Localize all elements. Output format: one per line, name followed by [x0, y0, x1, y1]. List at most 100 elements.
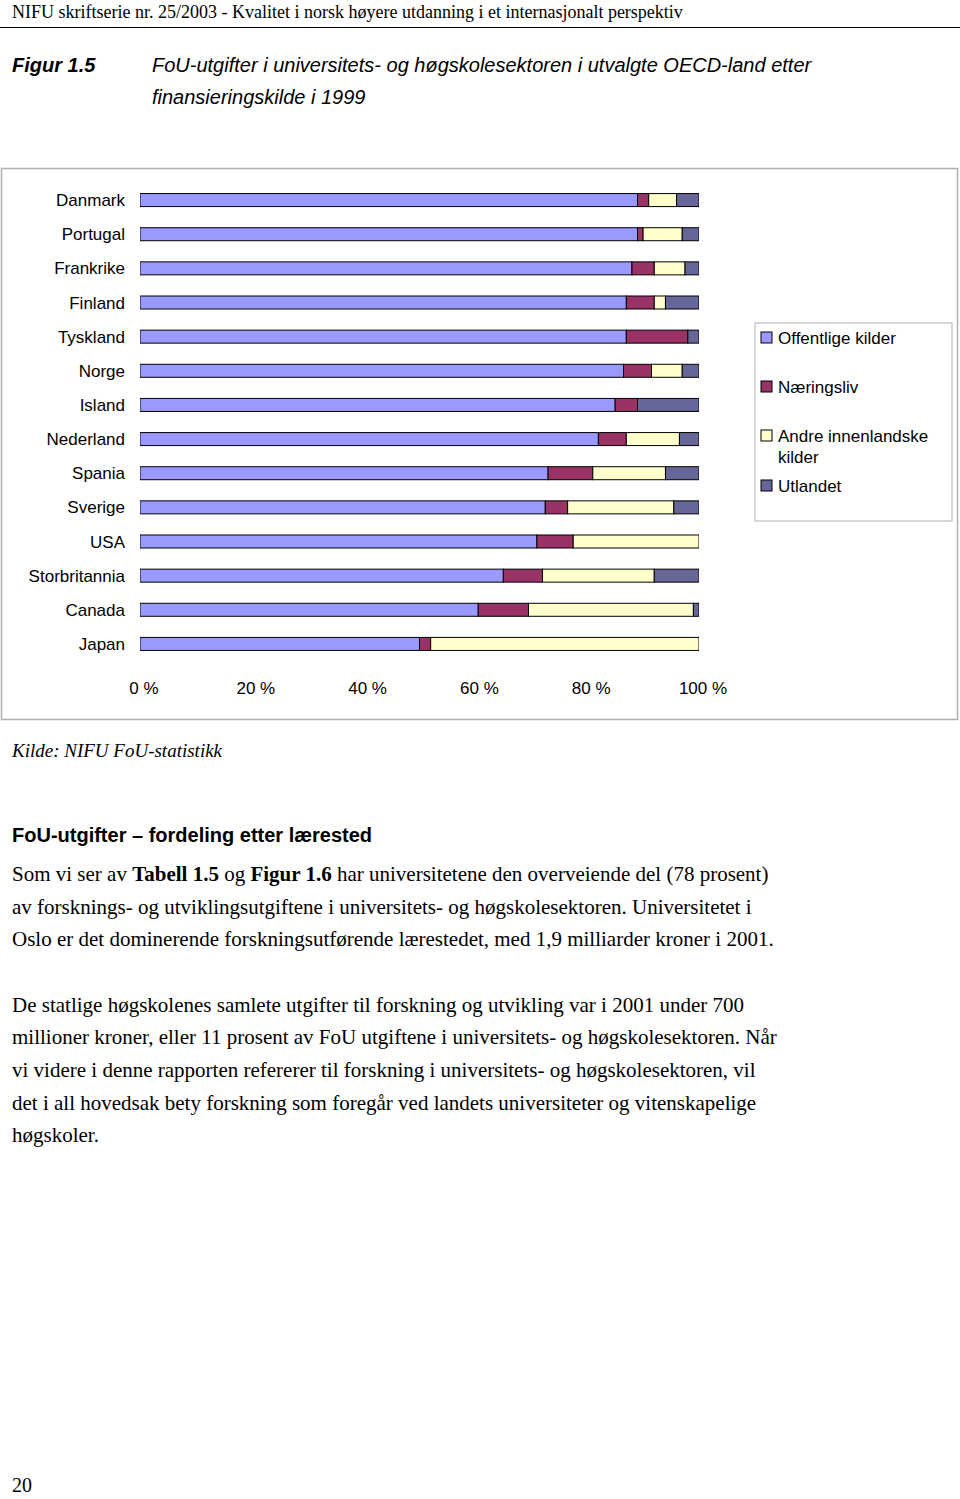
legend-line: Utlandet: [778, 477, 842, 496]
text-run: har universitetene den overveiende del (…: [332, 862, 769, 886]
header-rule: [0, 27, 960, 28]
tick-label: 20 %: [236, 679, 275, 698]
category-label: Japan: [79, 635, 125, 654]
legend-label: Næringsliv: [778, 378, 859, 397]
bar-segment: [685, 262, 699, 275]
bar-segment: [674, 501, 699, 514]
bar-segment: [624, 364, 652, 377]
legend-label: Offentlige kilder: [778, 329, 896, 348]
bar-segment: [665, 296, 699, 309]
legend: Offentlige kilder Næringsliv Andre innenla…: [755, 323, 952, 521]
category-label: Canada: [65, 601, 125, 620]
chart: DanmarkPortugalFrankrikeFinlandTysklandN…: [0, 0, 960, 730]
category-label: Nederland: [47, 430, 125, 449]
bar-segment: [615, 398, 637, 411]
bar-segment: [140, 637, 420, 650]
figure-caption: FoU-utgifter i universitets- og høgskole…: [152, 54, 811, 77]
bar-segment: [626, 433, 679, 446]
bar-segment: [682, 228, 699, 241]
text-line: av forsknings- og utviklingsutgiftene i …: [12, 895, 752, 920]
tick-label: 40 %: [348, 679, 387, 698]
bar-segment: [545, 501, 567, 514]
text-run: De statlige høgskolenes samlete utgifter…: [12, 993, 744, 1017]
legend-swatch: [761, 381, 772, 392]
text-line: Oslo er det dominerende forskningsutføre…: [12, 927, 774, 952]
bar-segment: [699, 535, 700, 548]
text-run: det i all hovedsak bety forskning som fo…: [12, 1091, 756, 1115]
bar-segment: [699, 637, 700, 650]
bold-run: Figur 1.6: [250, 862, 331, 886]
bar-segment: [626, 330, 687, 343]
bar-segment: [140, 262, 632, 275]
bar-segment: [654, 296, 665, 309]
legend-swatch: [761, 332, 772, 343]
bar-segment: [140, 535, 537, 548]
bar-segment: [420, 637, 431, 650]
text-line: De statlige høgskolenes samlete utgifter…: [12, 993, 744, 1018]
text-run: og: [219, 862, 251, 886]
category-label: Island: [80, 396, 125, 415]
bar-segment: [679, 433, 699, 446]
bar-segment: [542, 569, 654, 582]
text-run: Som vi ser av: [12, 862, 132, 886]
bar-segment: [682, 364, 699, 377]
category-label: Sverige: [67, 498, 125, 517]
text-line: Som vi ser av Tabell 1.5 og Figur 1.6 ha…: [12, 862, 768, 887]
category-label: Spania: [72, 464, 125, 483]
page-number: 20: [12, 1474, 32, 1497]
bars: [140, 194, 699, 651]
bar-segment: [649, 194, 677, 207]
bar-segment: [140, 603, 478, 616]
bar-segment: [140, 398, 615, 411]
bar-segment: [638, 194, 649, 207]
legend-line: Næringsliv: [778, 378, 859, 397]
text-run: høgskoler.: [12, 1123, 99, 1147]
bar-segment: [140, 433, 598, 446]
bar-segment: [638, 228, 644, 241]
bold-run: Tabell 1.5: [132, 862, 219, 886]
category-label: Frankrike: [54, 259, 125, 278]
tick-label: 60 %: [460, 679, 499, 698]
text-line: millioner kroner, eller 11 prosent av Fo…: [12, 1025, 777, 1050]
text-line: det i all hovedsak bety forskning som fo…: [12, 1091, 756, 1116]
bar-segment: [503, 569, 542, 582]
bar-segment: [638, 398, 699, 411]
category-label: Finland: [69, 294, 125, 313]
bar-segment: [688, 330, 699, 343]
bar-segment: [140, 467, 548, 480]
bar-segment: [654, 262, 685, 275]
legend-label: Utlandet: [778, 477, 842, 496]
text-line: høgskoler.: [12, 1123, 99, 1148]
tick-label: 0 %: [129, 679, 158, 698]
legend-line: Offentlige kilder: [778, 329, 896, 348]
bar-segment: [677, 194, 699, 207]
text-run: vi videre i denne rapporten refererer ti…: [12, 1058, 756, 1082]
section-heading: FoU-utgifter – fordeling etter lærested: [12, 824, 372, 847]
text-run: av forsknings- og utviklingsutgiftene i …: [12, 895, 752, 919]
text-run: millioner kroner, eller 11 prosent av Fo…: [12, 1025, 777, 1049]
bar-segment: [632, 262, 654, 275]
tick-label: 100 %: [679, 679, 727, 698]
bar-segment: [140, 296, 626, 309]
category-label: USA: [90, 533, 126, 552]
bar-segment: [548, 467, 593, 480]
category-label: Danmark: [56, 191, 125, 210]
text-run: Oslo er det dominerende forskningsutføre…: [12, 927, 774, 951]
bar-segment: [643, 228, 682, 241]
bar-segment: [693, 603, 699, 616]
bar-segment: [140, 569, 503, 582]
legend-label: Andre innenlandskekilder: [778, 427, 928, 467]
bar-segment: [665, 467, 699, 480]
bar-segment: [529, 603, 694, 616]
figure-label: Figur 1.5: [12, 54, 95, 77]
bar-segment: [654, 569, 699, 582]
page-header: NIFU skriftserie nr. 25/2003 - Kvalitet …: [12, 2, 683, 23]
chart-frame: [2, 169, 958, 720]
bar-segment: [140, 501, 545, 514]
legend-line: Andre innenlandske: [778, 427, 928, 446]
bar-segment: [140, 228, 638, 241]
bar-segment: [568, 501, 674, 514]
bar-segment: [598, 433, 626, 446]
bar-segment: [537, 535, 573, 548]
figure-caption: finansieringskilde i 1999: [152, 86, 365, 109]
